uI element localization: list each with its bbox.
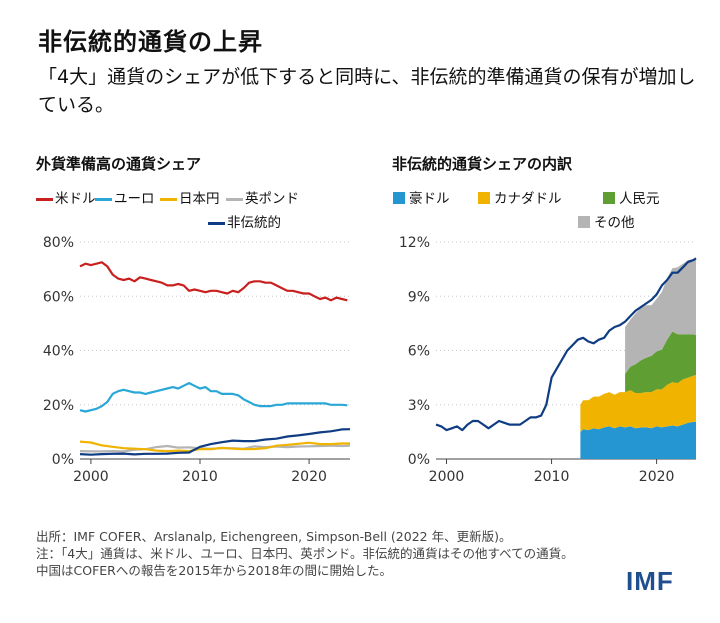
left-xtick-label: 2000: [73, 469, 109, 485]
area-cny: [625, 331, 696, 393]
legend-swatch-aud: [393, 192, 405, 204]
legend-item-usd: 米ドル: [36, 187, 96, 207]
legend-item-other: その他: [578, 211, 635, 231]
legend-label-usd: 米ドル: [55, 191, 96, 207]
legend-swatch-jpy: [160, 197, 177, 201]
source-note: 出所：IMF COFER、Arslanalp, Eichengreen, Sim…: [36, 529, 512, 544]
footnote-1: 注：「4大」通貨は、米ドル、ユーロ、日本円、英ポンド。非伝統的通貨はその他すべて…: [36, 546, 574, 561]
legend-item-cad: カナダドル: [478, 187, 562, 207]
legend-label-gbp: 英ポンド: [245, 191, 299, 207]
legend-swatch-nontrad: [208, 221, 225, 225]
legend-swatch-cad: [478, 192, 490, 204]
legend-item-gbp: 英ポンド: [226, 187, 299, 207]
area-other: [625, 259, 696, 374]
left-ytick-label: 60%: [43, 289, 74, 305]
legend-item-nontrad: 非伝統的: [208, 211, 281, 231]
line-usd: [79, 261, 348, 302]
left-panel-title: 外貨準備高の通貨シェア: [36, 155, 202, 173]
page-title: 非伝統的通貨の上昇: [38, 28, 263, 56]
left-xtick-label: 2010: [182, 469, 218, 485]
right-ytick-label: 12%: [399, 235, 430, 251]
footer-notes: 出所：IMF COFER、Arslanalp, Eichengreen, Sim…: [36, 528, 574, 579]
legend-item-eur: ユーロ: [95, 187, 155, 207]
left-ytick-label: 40%: [43, 344, 74, 360]
legend-label-jpy: 日本円: [179, 191, 220, 207]
legend-item-jpy: 日本円: [160, 187, 220, 207]
legend-item-cny: 人民元: [603, 187, 660, 207]
right-ytick-label: 3%: [408, 398, 430, 414]
area-cad: [580, 374, 696, 432]
legend-label-other: その他: [594, 215, 635, 231]
legend-swatch-eur: [95, 197, 112, 201]
legend-label-cad: カナダドル: [494, 191, 562, 207]
legend-swatch-other: [578, 216, 590, 228]
legend-label-nontrad: 非伝統的: [227, 215, 281, 231]
right-ytick-label: 0%: [408, 452, 430, 468]
left-ytick-label: 0%: [52, 452, 74, 468]
right-panel-title: 非伝統的通貨シェアの内訳: [392, 155, 573, 173]
line-eur: [79, 382, 348, 413]
right-ytick-label: 9%: [408, 289, 430, 305]
legend-swatch-usd: [36, 197, 53, 201]
legend-label-cny: 人民元: [619, 191, 660, 207]
area-aud: [580, 421, 696, 459]
legend-label-aud: 豪ドル: [409, 191, 450, 207]
legend-label-eur: ユーロ: [114, 191, 155, 207]
imf-logo: IMF: [626, 566, 674, 596]
line-nontrad-total: [435, 257, 697, 432]
left-ytick-label: 20%: [43, 398, 74, 414]
footnote-2: 中国はCOFERへの報告を2015年から2018年の間に開始した。: [36, 563, 392, 578]
right-xtick-label: 2020: [639, 469, 675, 485]
right-xtick-label: 2010: [534, 469, 570, 485]
page-subtitle: 「4大」通貨のシェアが低下すると同時に、非伝統的準備通貨の保有が増加している。: [38, 66, 696, 116]
left-ytick-label: 80%: [43, 235, 74, 251]
legend-swatch-gbp: [226, 197, 243, 201]
legend-swatch-cny: [603, 192, 615, 204]
legend-item-aud: 豪ドル: [393, 187, 450, 207]
right-ytick-label: 6%: [408, 344, 430, 360]
left-xtick-label: 2020: [291, 469, 327, 485]
right-chart: 0% 3% 6% 9% 12% 2000 2010 2020: [399, 235, 697, 485]
line-jpy: [79, 440, 350, 453]
left-chart: 0% 20% 40% 60% 80% 2000 2010 2020: [43, 235, 351, 485]
right-xtick-label: 2000: [429, 469, 465, 485]
line-nontrad: [79, 428, 351, 456]
